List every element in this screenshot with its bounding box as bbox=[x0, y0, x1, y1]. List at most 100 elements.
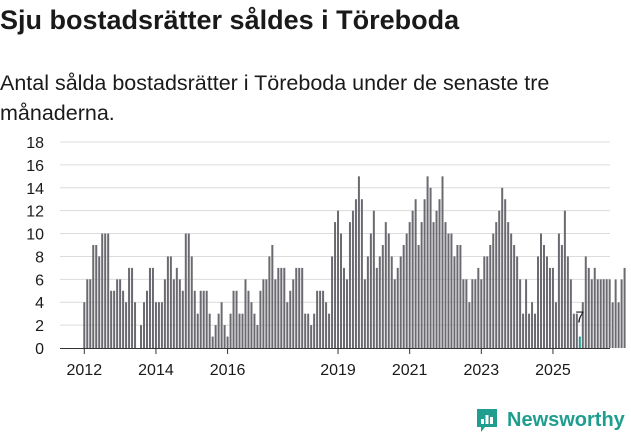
bar bbox=[256, 325, 259, 348]
bar bbox=[128, 267, 131, 348]
brand-name: Newsworthy bbox=[507, 408, 625, 431]
y-tick-label: 12 bbox=[26, 204, 44, 221]
bar bbox=[292, 279, 295, 348]
x-axis: 2012 2014 2016 2019 2021 2023 2025 bbox=[60, 348, 610, 379]
bar bbox=[447, 233, 450, 348]
bar bbox=[143, 302, 145, 348]
bar bbox=[372, 210, 375, 348]
x-tick-label: 2014 bbox=[138, 362, 174, 379]
bar bbox=[495, 222, 498, 348]
bar bbox=[86, 279, 89, 348]
bar bbox=[322, 290, 325, 348]
chart-title: Sju bostadsrätter såldes i Töreboda bbox=[0, 5, 460, 35]
bar bbox=[354, 199, 357, 348]
bar bbox=[211, 336, 214, 348]
bar bbox=[125, 302, 128, 348]
bar bbox=[459, 245, 462, 348]
x-tick-label: 2025 bbox=[535, 362, 571, 379]
bar bbox=[316, 290, 319, 348]
bar bbox=[277, 267, 280, 348]
bars bbox=[83, 176, 626, 348]
bar bbox=[504, 199, 507, 348]
bar bbox=[262, 279, 265, 348]
bar bbox=[92, 245, 95, 348]
bar bbox=[319, 290, 322, 348]
bar bbox=[551, 267, 554, 348]
bar bbox=[369, 233, 372, 348]
bar bbox=[259, 290, 262, 348]
bar bbox=[465, 279, 468, 348]
bar bbox=[560, 245, 563, 348]
bar bbox=[545, 256, 548, 348]
bar bbox=[390, 256, 393, 348]
bar bbox=[134, 302, 137, 348]
bar bbox=[340, 233, 343, 348]
bar bbox=[160, 302, 163, 348]
bar bbox=[444, 222, 447, 348]
bar bbox=[384, 222, 387, 348]
bar bbox=[572, 313, 575, 348]
bar bbox=[131, 267, 134, 348]
bar bbox=[477, 267, 480, 348]
bar bbox=[360, 199, 363, 348]
bar bbox=[474, 279, 477, 348]
bar bbox=[489, 245, 492, 348]
bar bbox=[199, 290, 202, 348]
bar bbox=[289, 290, 292, 348]
bar bbox=[513, 245, 516, 348]
bar bbox=[328, 313, 331, 348]
bar bbox=[348, 222, 351, 348]
bar bbox=[295, 267, 298, 348]
newsworthy-chart-icon bbox=[477, 409, 497, 432]
bar bbox=[399, 256, 402, 348]
bar bbox=[569, 279, 572, 348]
bar bbox=[599, 279, 602, 348]
bar bbox=[450, 233, 453, 348]
bar bbox=[181, 290, 184, 348]
bar bbox=[584, 256, 587, 348]
newsworthy-brand[interactable]: Newsworthy bbox=[475, 405, 625, 435]
bar bbox=[441, 176, 444, 348]
bar bbox=[271, 245, 274, 348]
bar bbox=[486, 256, 489, 348]
bar bbox=[581, 302, 584, 348]
bar bbox=[456, 245, 459, 348]
bar bbox=[540, 233, 542, 348]
bar bbox=[304, 313, 307, 348]
bar bbox=[363, 279, 366, 348]
bar bbox=[184, 233, 187, 348]
bar bbox=[154, 302, 157, 348]
bar bbox=[274, 279, 277, 348]
bar bbox=[420, 222, 423, 348]
bar bbox=[313, 313, 316, 348]
bar bbox=[166, 256, 169, 348]
bar bbox=[492, 233, 495, 348]
bar bbox=[387, 233, 390, 348]
bar bbox=[232, 290, 235, 348]
annotations: 7 bbox=[575, 310, 584, 327]
bar bbox=[381, 245, 384, 348]
bar bbox=[471, 279, 474, 348]
bar bbox=[122, 290, 125, 348]
bar-highlight bbox=[578, 336, 581, 348]
bar bbox=[226, 336, 229, 348]
bar bbox=[429, 187, 432, 348]
y-tick-label: 6 bbox=[35, 272, 44, 289]
bar bbox=[214, 325, 217, 348]
highlight-value-label: 7 bbox=[575, 310, 584, 327]
y-tick-label: 10 bbox=[26, 227, 44, 244]
bar bbox=[516, 256, 519, 348]
bar bbox=[411, 210, 414, 348]
bar bbox=[563, 210, 566, 348]
bar bbox=[205, 290, 208, 348]
bar bbox=[95, 245, 98, 348]
bar bbox=[113, 290, 116, 348]
bar bbox=[438, 199, 441, 348]
y-tick-label: 4 bbox=[35, 295, 44, 312]
bar bbox=[498, 210, 501, 348]
x-tick-label: 2023 bbox=[464, 362, 500, 379]
bar bbox=[175, 267, 178, 348]
bar bbox=[229, 313, 232, 348]
bar bbox=[223, 325, 226, 348]
bar bbox=[217, 313, 220, 348]
